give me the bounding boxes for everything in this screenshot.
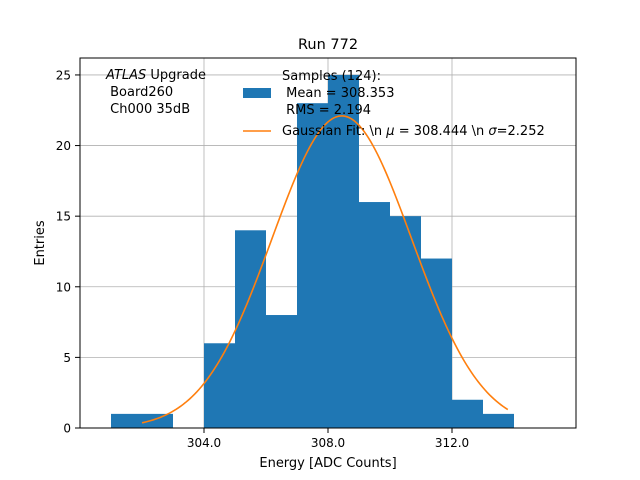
histogram-bar-10 (421, 258, 452, 428)
legend: Samples (124): Mean = 308.353 RMS = 2.19… (243, 69, 545, 139)
legend-fit-mid: = 308.444 \n (395, 124, 489, 139)
y-tick-label-3: 15 (56, 210, 71, 224)
y-tick-label-4: 20 (56, 139, 71, 153)
gaussian-fit-curve (141, 115, 509, 424)
legend-samples-label: Samples (124): (282, 69, 381, 84)
histogram-bar-6 (297, 103, 328, 428)
legend-fit-sigma: σ (488, 124, 497, 139)
legend-fit-mu: μ (385, 124, 394, 139)
x-tick-label-2: 312.0 (435, 436, 469, 450)
y-tick-label-2: 10 (56, 280, 71, 294)
legend-samples-swatch (243, 88, 271, 98)
x-tick-label-0: 304.0 (187, 436, 221, 450)
histogram-bar-0 (111, 413, 142, 428)
y-tick-label-5: 25 (56, 68, 71, 82)
histogram-bar-5 (266, 315, 297, 428)
annotation-line-3: Ch000 35dB (106, 102, 190, 117)
annotation-line-2: Board260 (106, 85, 173, 100)
histogram-bar-9 (390, 216, 421, 428)
histogram-bar-11 (452, 399, 483, 428)
histogram-bar-12 (483, 413, 514, 428)
histogram-bar-1 (142, 413, 173, 428)
x-axis-label: Energy [ADC Counts] (259, 456, 396, 471)
atlas-annotation: ATLAS Upgrade Board260 Ch000 35dB (105, 68, 206, 117)
histogram-bar-8 (359, 202, 390, 428)
y-tick-label-0: 0 (63, 422, 71, 436)
annotation-line-1: ATLAS Upgrade (105, 68, 206, 83)
histogram-bar-3 (204, 343, 235, 428)
annotation-atlas-word: ATLAS (105, 68, 146, 83)
legend-mean-label: Mean = 308.353 (282, 86, 394, 101)
annotation-upgrade-word: Upgrade (146, 68, 206, 83)
histogram-bar-7 (328, 74, 359, 428)
legend-fit-end: =2.252 (497, 124, 545, 139)
histogram-bars (111, 74, 514, 428)
y-axis-label: Entries (33, 220, 48, 266)
x-axis-ticks: 304.0 308.0 312.0 (187, 428, 469, 450)
legend-fit-prefix: Gaussian Fit: \n (282, 124, 386, 139)
legend-fit-label: Gaussian Fit: \n μ = 308.444 \n σ=2.252 (282, 124, 545, 139)
chart-title: Run 772 (298, 37, 358, 53)
x-tick-label-1: 308.0 (311, 436, 345, 450)
y-axis-ticks: 0 5 10 15 20 25 (56, 68, 80, 436)
legend-rms-label: RMS = 2.194 (282, 103, 371, 118)
y-tick-label-1: 5 (63, 351, 71, 365)
histogram-bar-4 (235, 230, 266, 428)
